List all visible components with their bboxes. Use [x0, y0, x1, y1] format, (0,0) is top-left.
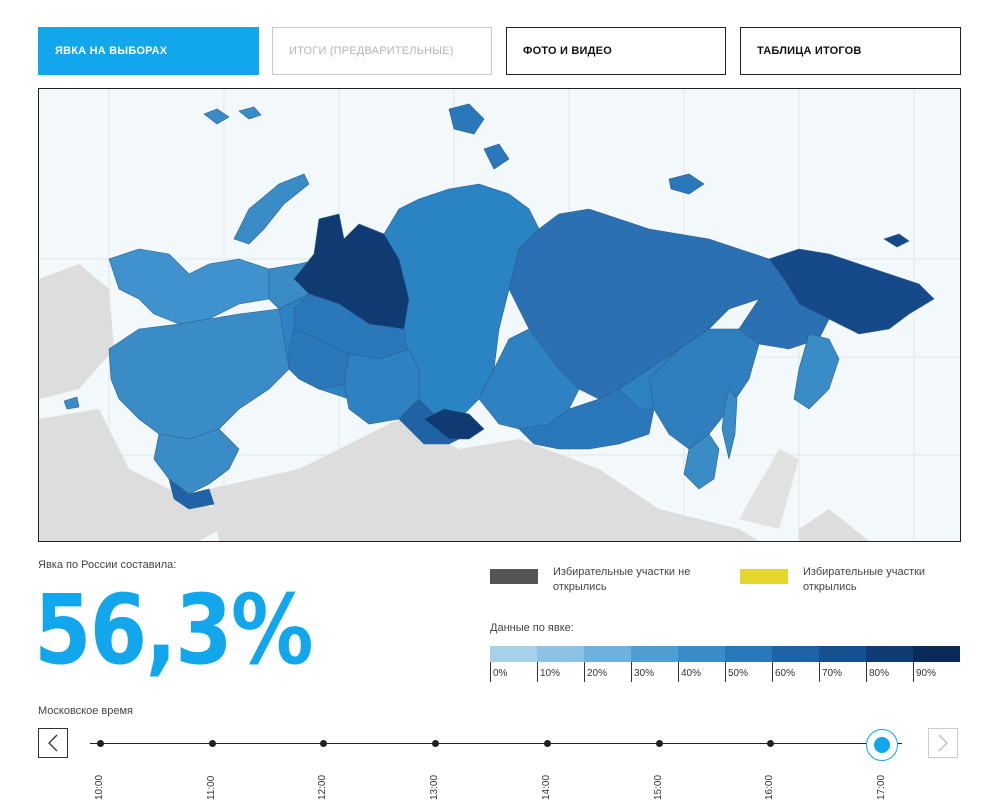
- timeline-time-label: 10:00: [94, 774, 105, 800]
- timeline-time-label: 13:00: [429, 774, 441, 800]
- open-stations-swatch: [740, 569, 788, 584]
- chevron-left-icon: [48, 734, 58, 752]
- scale-tick-label: 20%: [584, 662, 607, 682]
- region-sakhalin: [721, 388, 738, 460]
- scale-segment: [490, 646, 537, 662]
- turnout-color-scale: [490, 646, 960, 662]
- timeline-point[interactable]: [432, 740, 440, 747]
- timeline-point[interactable]: [208, 740, 216, 747]
- region-south: [153, 428, 240, 495]
- timeline-line: [90, 743, 902, 744]
- timeline-current-marker[interactable]: [865, 729, 898, 761]
- region-franz-josef: [203, 106, 262, 125]
- timeline-time-label: 11:00: [205, 775, 217, 800]
- scale-tick-label: 60%: [772, 662, 795, 682]
- closed-stations-swatch: [490, 569, 538, 584]
- timeline-next-button[interactable]: [928, 728, 958, 758]
- scale-segment: [631, 646, 678, 662]
- tab-preliminary-results[interactable]: ИТОГИ (ПРЕДВАРИТЕЛЬНЫЕ): [272, 27, 492, 75]
- open-stations-label: Избирательные участки открылись: [803, 566, 926, 593]
- scale-tick-label: 10%: [537, 662, 560, 682]
- region-wrangel: [883, 233, 910, 248]
- scale-segment: [913, 646, 960, 662]
- tab-photo-video[interactable]: ФОТО И ВИДЕО: [506, 27, 726, 75]
- scale-segment: [678, 646, 725, 662]
- timeline-prev-button[interactable]: [38, 728, 68, 758]
- scale-tick-label: 0%: [490, 662, 507, 682]
- region-omsk: [288, 328, 350, 390]
- region-tyva: [423, 408, 485, 440]
- region-amur: [618, 348, 680, 410]
- scale-tick-label: 80%: [866, 662, 889, 682]
- chevron-right-icon: [938, 734, 948, 752]
- scale-segment: [725, 646, 772, 662]
- region-severnaya-zemlya: [483, 143, 510, 170]
- timeline-track[interactable]: 10:00 11:00 12:00 13:00 14:00 15:00 16:00 17:00: [90, 720, 910, 801]
- timeline-label: Московское время: [38, 705, 134, 717]
- scale-segment: [537, 646, 584, 662]
- timeline-point[interactable]: [655, 740, 663, 747]
- scale-tick-label: 70%: [819, 662, 842, 682]
- timeline-point[interactable]: [320, 740, 328, 747]
- timeline-point[interactable]: [97, 740, 104, 747]
- region-krasnoyarsk: [383, 183, 540, 420]
- scale-segment: [772, 646, 819, 662]
- scale-tick-label: 40%: [678, 662, 701, 682]
- region-caucasus: [168, 478, 215, 510]
- tab-results-table[interactable]: ТАБЛИЦА ИТОГОВ: [740, 27, 961, 75]
- turnout-label: Явка по России составила:: [38, 559, 177, 571]
- turnout-value: 56,3%: [34, 574, 314, 686]
- turnout-map: [38, 88, 961, 542]
- timeline-time-label: 12:00: [317, 774, 329, 800]
- timeline-point[interactable]: [767, 740, 775, 747]
- scale-tick-label: 50%: [725, 662, 748, 682]
- region-center-west: [108, 308, 295, 440]
- turnout-scale-ticks: 0% 10% 20% 30% 40% 50% 60% 70% 80% 90%: [490, 662, 960, 682]
- tab-bar: ЯВКА НА ВЫБОРАХ ИТОГИ (ПРЕДВАРИТЕЛЬНЫЕ) …: [38, 27, 961, 75]
- russia-regions: [63, 103, 935, 510]
- russia-map-svg: [39, 89, 960, 541]
- region-novosibirsk-islands: [668, 173, 705, 195]
- timeline-time-label: 14:00: [540, 774, 552, 800]
- scale-segment: [819, 646, 866, 662]
- scale-segment: [584, 646, 631, 662]
- timeline-time-label: 17:00: [875, 774, 887, 800]
- tab-turnout[interactable]: ЯВКА НА ВЫБОРАХ: [38, 27, 259, 75]
- region-kamchatka: [793, 333, 840, 410]
- timeline-time-label: 15:00: [652, 774, 664, 800]
- closed-stations-label: Избирательные участки не открылись: [553, 566, 691, 593]
- timeline-time-label: 16:00: [764, 774, 776, 800]
- region-novaya-zemlya: [233, 173, 310, 245]
- region-irkutsk: [478, 328, 580, 430]
- scale-tick-label: 30%: [631, 662, 654, 682]
- scale-title: Данные по явке:: [490, 622, 574, 634]
- region-primorye: [683, 433, 720, 490]
- timeline-point[interactable]: [543, 740, 551, 747]
- region-kaliningrad: [63, 396, 80, 410]
- scale-tick-label: 90%: [913, 662, 936, 682]
- region-arctic-islands: [448, 103, 485, 135]
- scale-segment: [866, 646, 913, 662]
